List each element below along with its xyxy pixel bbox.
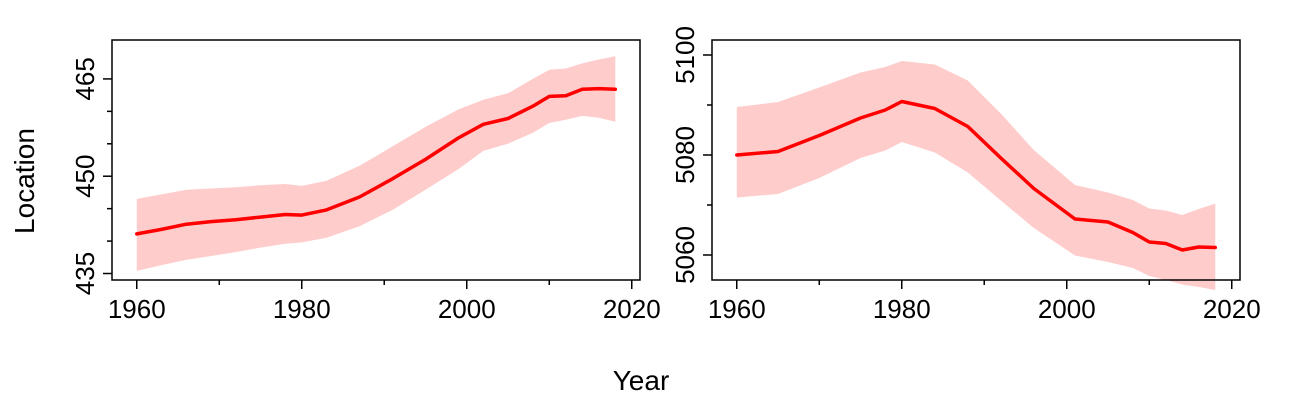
- confidence-band: [136, 56, 616, 271]
- x-tick-label: 1980: [873, 294, 931, 324]
- y-tick-label: 435: [70, 252, 100, 295]
- x-tick-label: 2020: [603, 294, 661, 324]
- x-tick-label: 2000: [438, 294, 496, 324]
- x-tick-label: 2000: [1038, 294, 1096, 324]
- plot-frame: [111, 39, 641, 281]
- x-tick-label: 1980: [273, 294, 331, 324]
- x-tick-label: 2020: [1203, 294, 1261, 324]
- right-panel: 1960 1980 2000 2020 5060 5080 5100: [670, 26, 1261, 324]
- x-tick-label: 1960: [108, 294, 166, 324]
- left-panel: 1960 1980 2000 2020 435 450 465: [70, 39, 661, 324]
- y-axis-label: Location: [9, 128, 40, 234]
- y-tick-label: 5060: [670, 226, 700, 284]
- series-line: [135, 86, 618, 236]
- y-tick-label: 465: [70, 57, 100, 100]
- plot-frame: [711, 39, 1241, 281]
- y-tick-label: 5080: [670, 126, 700, 184]
- y-tick-label: 450: [70, 155, 100, 198]
- x-axis-label: Year: [613, 365, 670, 396]
- y-tick-label: 5100: [670, 26, 700, 84]
- series-line: [735, 99, 1218, 252]
- x-tick-label: 1960: [708, 294, 766, 324]
- confidence-band: [736, 61, 1216, 290]
